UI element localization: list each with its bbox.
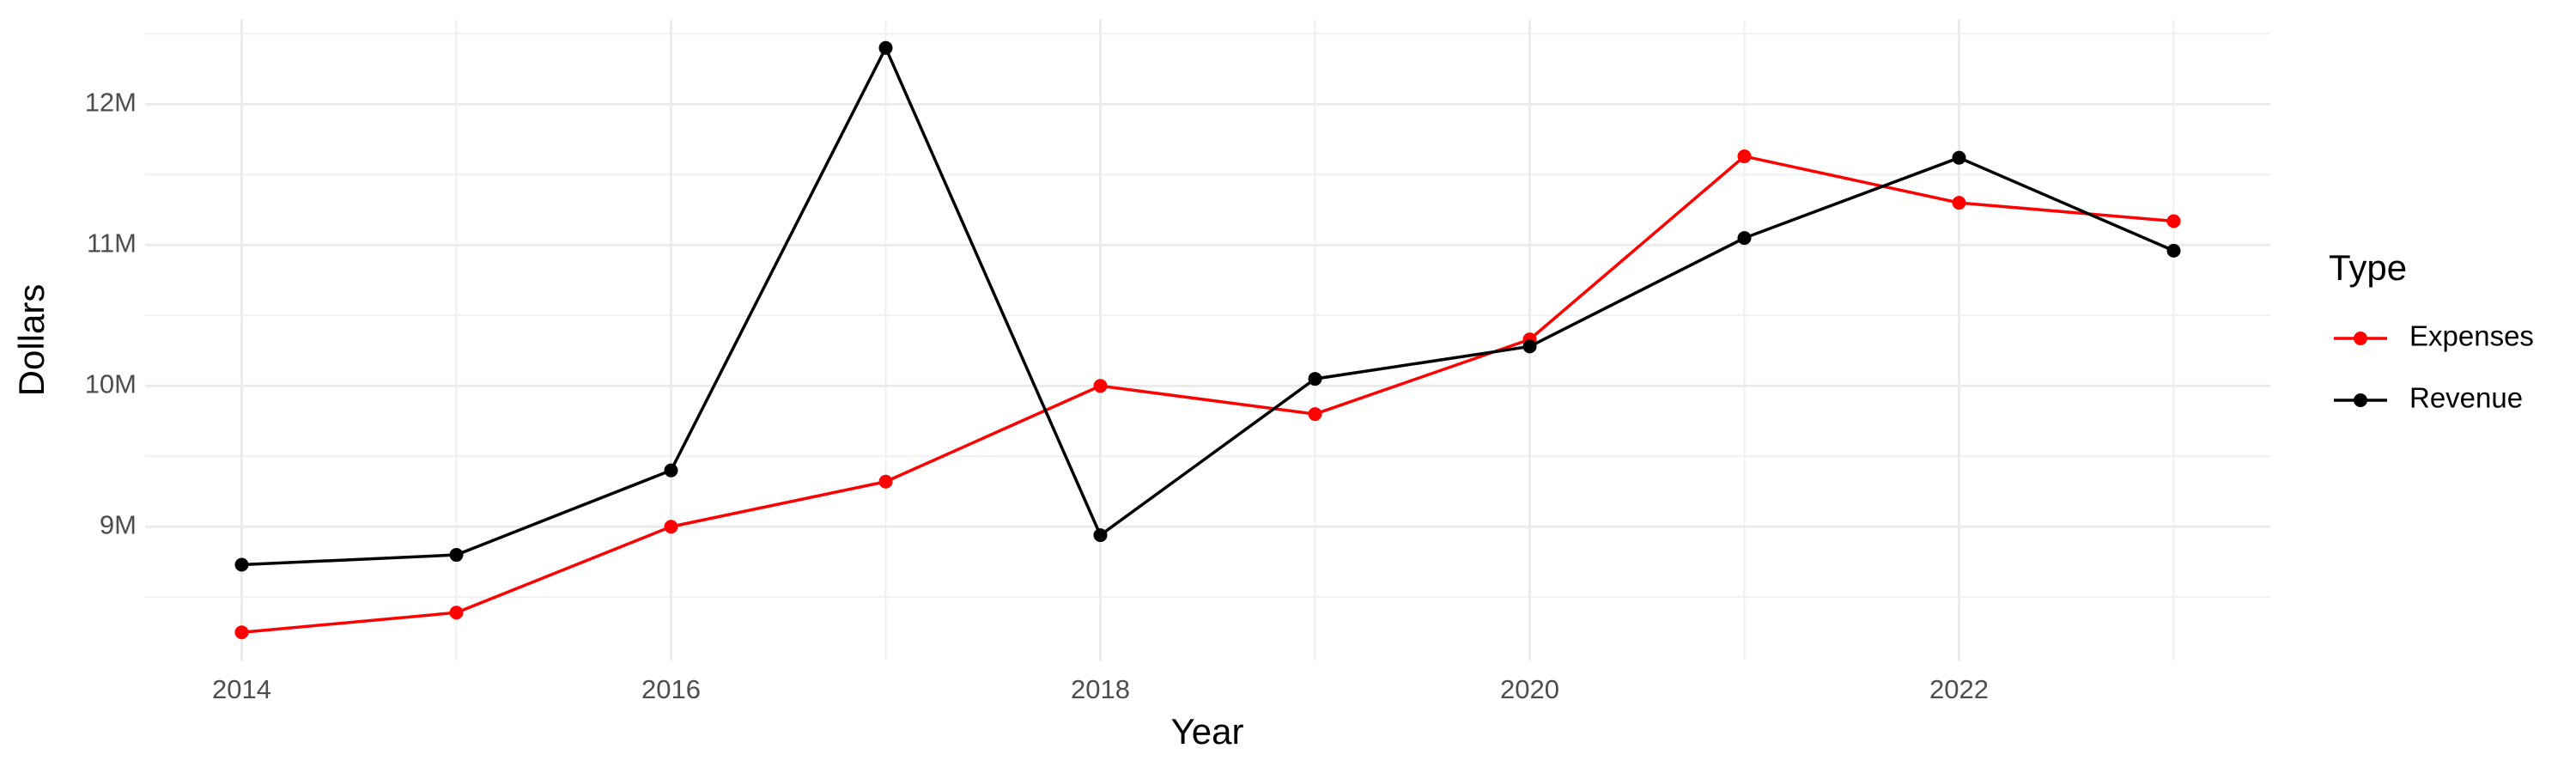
y-tick-label: 12M — [85, 88, 137, 118]
data-point — [1093, 379, 1108, 393]
legend-title: Type — [2329, 247, 2407, 288]
data-point — [1093, 528, 1108, 543]
data-point — [449, 548, 464, 563]
legend-label: Expenses — [2409, 320, 2534, 352]
legend-marker — [2354, 393, 2367, 407]
x-axis-title: Year — [1171, 711, 1244, 752]
data-point — [1522, 339, 1537, 354]
data-point — [449, 606, 464, 620]
legend-label: Revenue — [2409, 382, 2523, 414]
data-point — [1952, 150, 1966, 165]
legend-marker — [2354, 332, 2367, 345]
series-line — [241, 155, 2174, 634]
series-line — [241, 44, 2175, 567]
data-point — [664, 520, 678, 534]
data-point — [1952, 196, 1966, 210]
x-tick-label: 2018 — [1071, 674, 1130, 704]
y-axis-title: Dollars — [11, 284, 52, 397]
data-point — [1308, 407, 1322, 422]
y-tick-label: 10M — [85, 368, 137, 399]
x-tick-label: 2022 — [1929, 674, 1989, 704]
data-point — [664, 463, 678, 478]
y-tick-label: 9M — [100, 509, 137, 539]
data-point — [2166, 214, 2181, 228]
data-point — [234, 557, 249, 572]
y-tick-label: 11M — [87, 228, 137, 259]
data-point — [878, 474, 893, 489]
data-point — [1737, 231, 1752, 246]
data-point — [234, 625, 249, 640]
data-point — [878, 40, 893, 55]
x-tick-label: 2020 — [1500, 674, 1559, 704]
x-tick-label: 2014 — [212, 674, 271, 704]
data-point — [1737, 149, 1752, 164]
data-point — [2166, 243, 2181, 258]
data-point — [1308, 372, 1322, 386]
x-tick-label: 2016 — [641, 674, 701, 704]
